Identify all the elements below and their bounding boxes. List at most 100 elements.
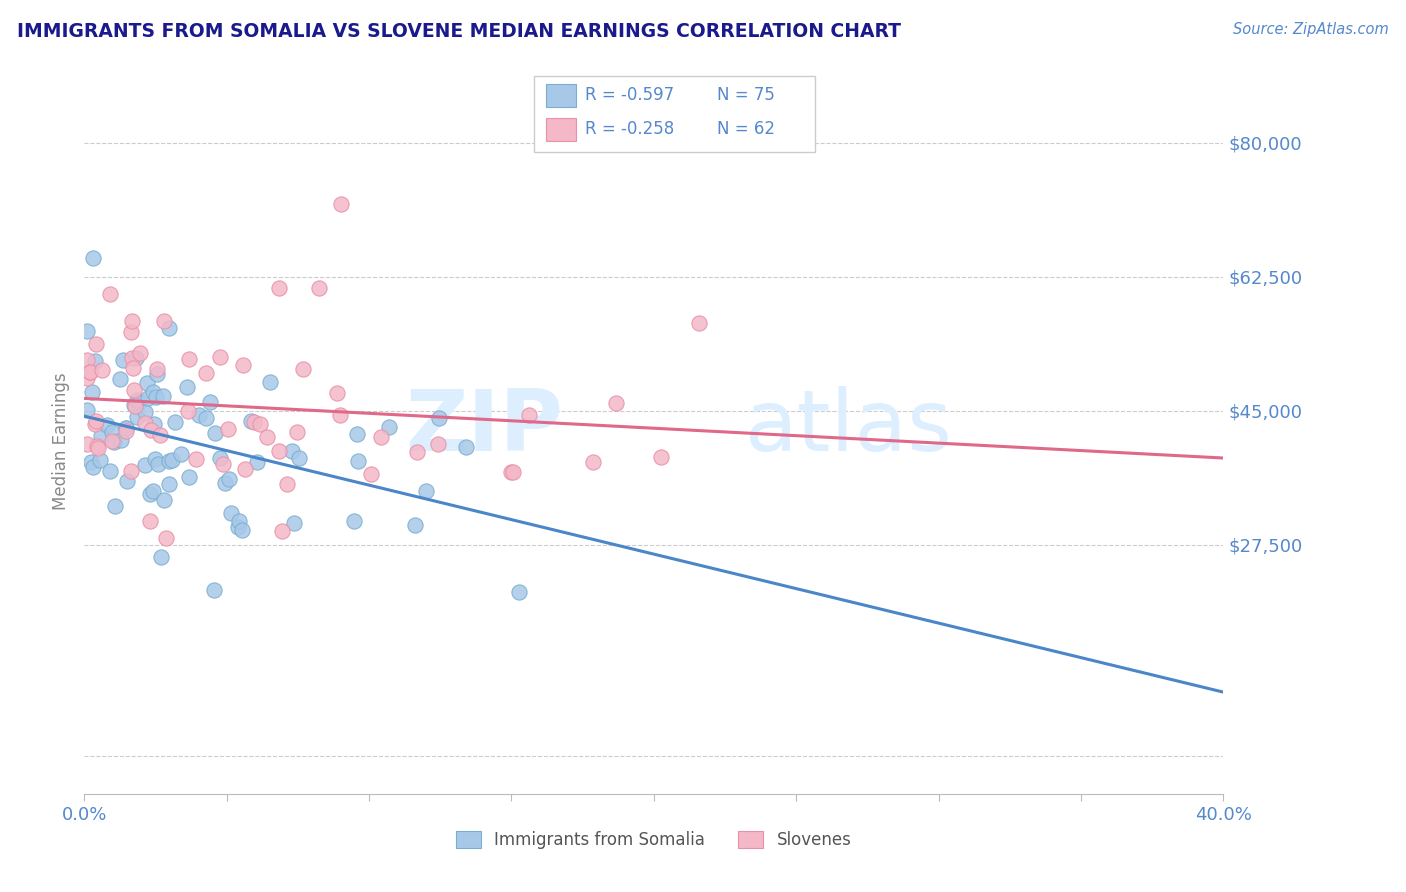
Point [96, 417, 118, 432]
Point [148, 457, 170, 471]
Point [218, 472, 240, 486]
Point [139, 514, 162, 528]
Point [121, 351, 143, 365]
Point [249, 417, 271, 432]
Point [177, 470, 200, 484]
Point [152, 389, 174, 403]
Point [292, 362, 315, 376]
Point [125, 393, 148, 408]
Point [101, 434, 124, 449]
Point [233, 462, 256, 476]
Point [120, 464, 142, 478]
Point [76, 353, 98, 368]
Point [650, 450, 672, 464]
Point [79, 365, 101, 379]
Point [162, 452, 184, 467]
Point [415, 484, 437, 499]
Point [83, 417, 105, 431]
Text: N = 62: N = 62 [717, 120, 775, 138]
Point [209, 350, 232, 364]
Point [115, 425, 138, 439]
Point [202, 583, 225, 598]
Point [122, 398, 145, 412]
Point [91, 363, 114, 377]
Legend: Immigrants from Somalia, Slovenes: Immigrants from Somalia, Slovenes [450, 824, 858, 856]
Point [127, 410, 149, 425]
Point [100, 425, 122, 440]
Point [82, 459, 104, 474]
Point [76, 325, 98, 339]
Point [90, 429, 112, 443]
Text: R = -0.597: R = -0.597 [585, 87, 673, 104]
Point [194, 366, 217, 380]
Point [121, 314, 143, 328]
Point [120, 326, 142, 340]
Point [200, 395, 222, 409]
Point [79, 365, 101, 379]
Point [259, 375, 281, 389]
Point [243, 416, 266, 430]
Point [124, 399, 146, 413]
Point [427, 410, 450, 425]
Point [283, 516, 305, 530]
Point [288, 451, 311, 466]
Point [184, 451, 207, 466]
Point [152, 493, 174, 508]
Point [343, 514, 366, 528]
Point [176, 403, 198, 417]
Point [582, 455, 605, 469]
Point [267, 444, 290, 458]
Point [82, 251, 104, 265]
Point [108, 372, 131, 386]
Point [125, 351, 148, 366]
Point [87, 441, 110, 455]
Point [285, 425, 308, 439]
Point [330, 197, 353, 211]
Point [688, 316, 710, 330]
Point [346, 426, 368, 441]
Point [104, 499, 127, 513]
Point [82, 385, 104, 400]
Point [214, 475, 236, 490]
Point [121, 360, 143, 375]
Point [76, 403, 98, 417]
Point [153, 314, 176, 328]
Point [204, 426, 226, 441]
Point [134, 417, 156, 431]
Point [145, 390, 167, 404]
Point [136, 392, 159, 406]
Point [501, 465, 523, 479]
Point [139, 487, 162, 501]
Point [280, 444, 302, 458]
Point [79, 455, 101, 469]
Text: atlas: atlas [745, 386, 953, 469]
Point [135, 376, 157, 391]
Point [84, 353, 107, 368]
Point [134, 404, 156, 418]
Point [347, 454, 370, 468]
Point [110, 434, 132, 448]
Point [86, 439, 108, 453]
Point [157, 321, 180, 335]
Point [128, 346, 150, 360]
Point [177, 351, 200, 366]
Point [329, 408, 352, 422]
Point [240, 414, 263, 428]
Point [176, 380, 198, 394]
Point [163, 415, 186, 429]
Point [502, 466, 524, 480]
Point [115, 421, 138, 435]
Point [195, 410, 218, 425]
Point [187, 408, 209, 422]
Point [276, 477, 298, 491]
Point [454, 440, 477, 454]
Point [508, 585, 530, 599]
Point [76, 370, 98, 384]
Point [208, 450, 231, 465]
Point [103, 435, 125, 450]
Point [219, 507, 242, 521]
Point [404, 517, 426, 532]
Point [427, 437, 450, 451]
Point [232, 358, 254, 372]
Point [226, 520, 249, 534]
